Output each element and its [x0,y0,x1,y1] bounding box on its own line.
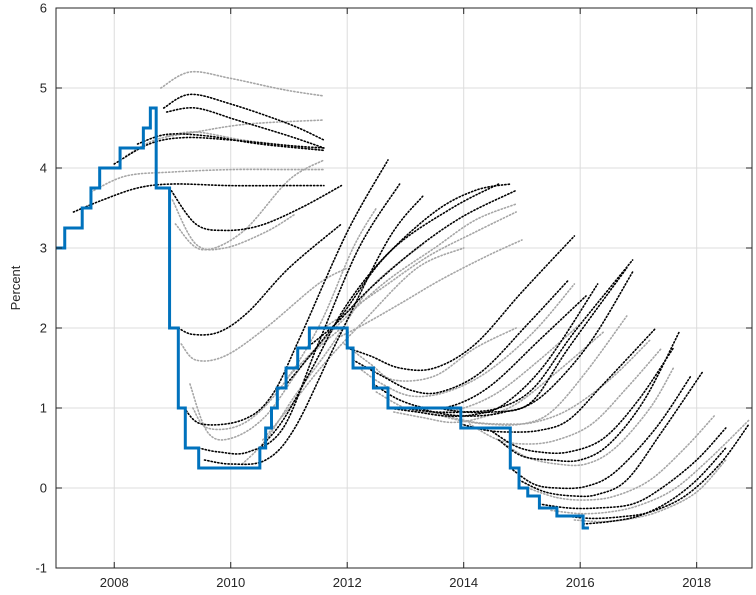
y-tick-label: 3 [40,241,47,256]
forecast-path-20 [259,183,500,449]
forecast-path-39 [445,339,651,425]
forecast-path-9 [168,184,343,232]
forecast-path-28 [346,235,576,372]
forecast-path-0 [72,183,325,213]
x-tick-label: 2012 [333,575,362,590]
y-tick-label: 2 [40,321,47,336]
forecast-path-8 [165,131,325,152]
y-tick-label: 6 [40,1,47,16]
forecast-path-49 [550,419,750,515]
forecast-path-15 [183,159,389,426]
forecast-path-47 [526,415,715,501]
forecast-path-6 [162,93,325,141]
forecast-path-22 [282,183,512,389]
forecast-path-40 [459,327,657,433]
plot-background [56,8,752,568]
forecast-path-33 [387,283,599,417]
forecast-path-43 [497,331,680,463]
forecast-path-29 [352,279,570,395]
forecast-path-38 [436,271,634,414]
forecast-path-1 [90,168,325,193]
forecast-path-3 [125,119,325,157]
forecast-path-52 [582,447,727,525]
y-axis-ticks: -1 0 1 2 3 4 5 6 [35,1,752,576]
x-tick-label: 2016 [566,575,595,590]
forecast-path-42 [492,347,675,455]
y-tick-label: 4 [40,161,47,176]
forecast-path-11 [174,159,325,251]
forecast-path-23 [288,203,517,377]
x-tick-label: 2014 [449,575,478,590]
forecast-path-13 [180,267,349,362]
x-tick-label: 2008 [100,575,129,590]
forecast-path-45 [509,375,692,490]
plot-frame [55,7,753,569]
forecast-path-2 [113,136,325,165]
forecast-path-51 [573,459,727,523]
y-tick-label: 5 [40,81,47,96]
forecast-path-31 [372,295,587,410]
forecast-path-5 [160,70,325,97]
y-tick-label: -1 [35,561,47,576]
forecast-paths-dark [72,93,750,525]
policy-rate-series [56,106,589,530]
forecast-path-17 [197,183,401,455]
forecast-path-26 [340,239,523,337]
forecast-path-7 [165,106,325,149]
y-tick-label: 1 [40,401,47,416]
policy-rate-line [56,106,589,530]
forecast-path-30 [358,283,576,398]
forecast-path-27 [343,327,517,382]
x-tick-label: 2018 [682,575,711,590]
y-tick-label: 0 [40,481,47,496]
forecast-path-48 [538,427,727,510]
forecast-path-12 [177,223,343,336]
x-tick-label: 2010 [216,575,245,590]
forecast-path-18 [203,195,424,466]
x-axis-ticks: 2008 2010 2012 2014 2016 2018 [100,8,711,590]
forecast-path-10 [171,199,296,251]
y-axis-label: Percent [8,265,23,310]
forecast-path-46 [518,371,704,498]
forecast-path-36 [416,267,628,417]
forecast-path-34 [393,331,605,424]
